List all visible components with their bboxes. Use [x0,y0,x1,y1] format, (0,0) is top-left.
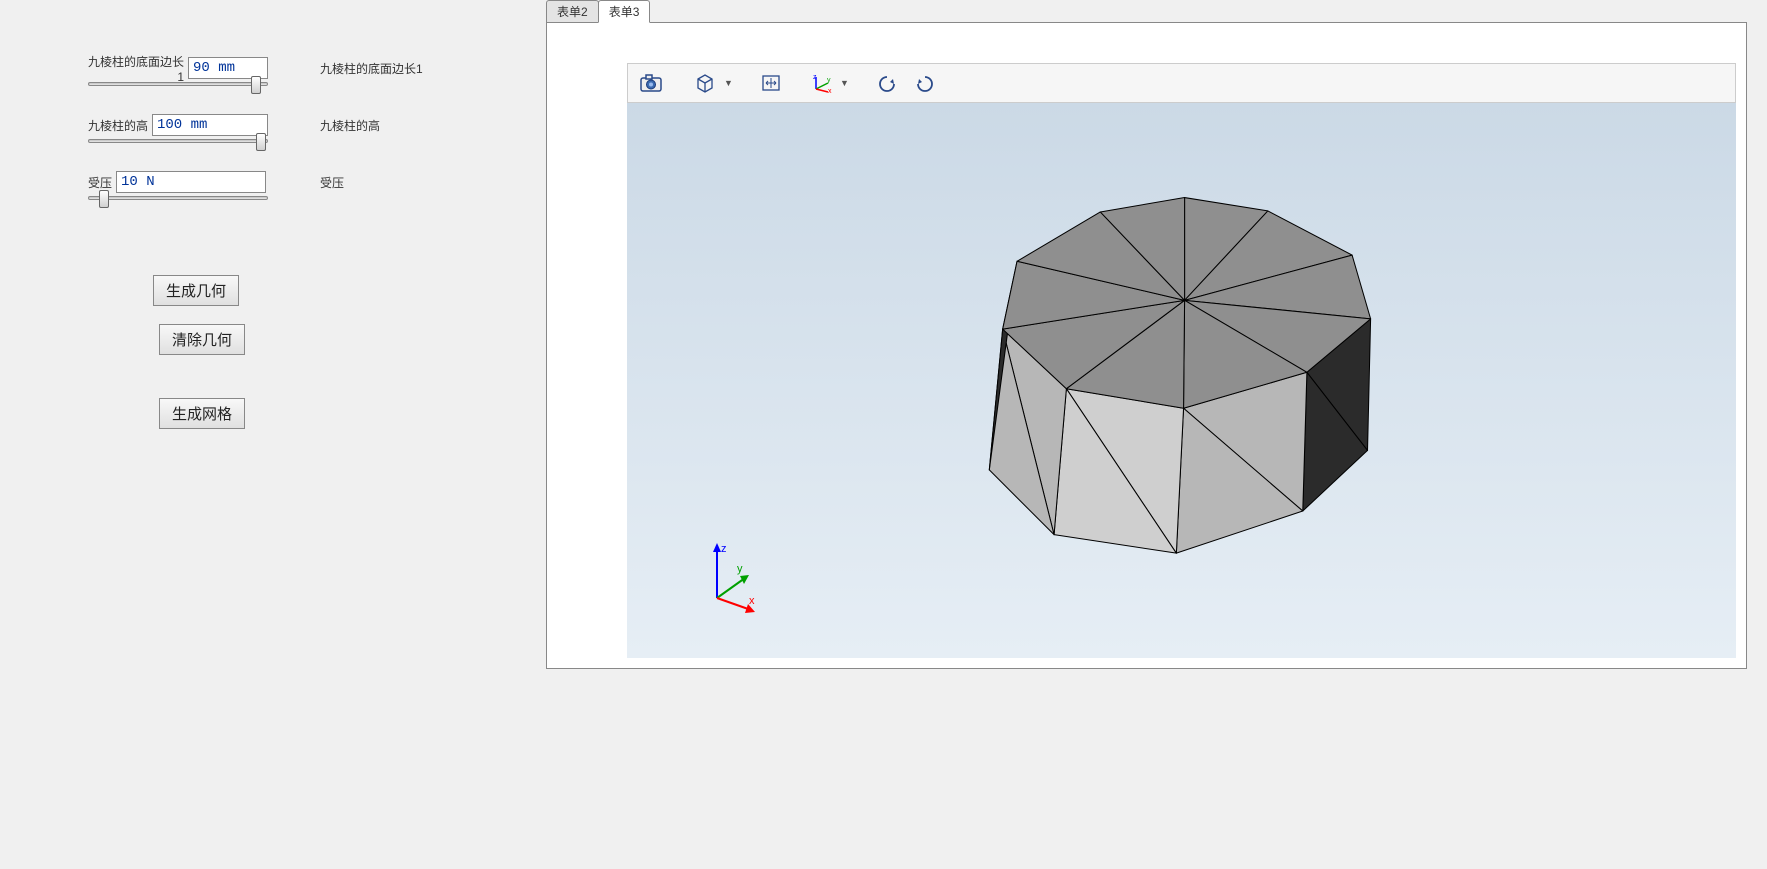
caret-down-icon: ▼ [840,78,850,88]
viewport-3d[interactable]: z y x [627,103,1736,658]
param-height-input[interactable] [152,114,268,136]
fit-icon [760,73,782,93]
tab-form2[interactable]: 表单2 [546,0,599,22]
prism-mesh [627,103,1736,658]
svg-text:x: x [828,88,832,93]
param-height-group: 九棱柱的高 [88,113,268,143]
param-edge-desc: 九棱柱的底面边长1 [320,60,423,77]
param-pressure-group: 受压 [88,170,268,200]
axis-triad-icon: z yx [810,73,832,93]
generate-mesh-button[interactable]: 生成网格 [159,398,245,429]
caret-down-icon: ▼ [724,78,734,88]
fit-view-button[interactable] [754,68,788,98]
app-root: 九棱柱的底面边长1 九棱柱的底面边长1 九棱柱的高 九棱柱的高 [0,0,1767,869]
slider-thumb[interactable] [99,190,109,208]
tab-row: 表单2 表单3 [540,0,1767,22]
param-height-desc: 九棱柱的高 [320,117,380,134]
viewer-toolbar: ▼ z yx ▼ [627,63,1736,103]
axis-z-label: z [721,543,727,555]
tab-form3[interactable]: 表单3 [598,0,651,23]
orientation-triad: z y x [697,538,767,618]
view-cube-button[interactable] [688,68,722,98]
left-panel: 九棱柱的底面边长1 九棱柱的底面边长1 九棱柱的高 九棱柱的高 [0,0,540,869]
slider-thumb[interactable] [256,133,266,151]
rotate-ccw-icon [914,73,936,93]
axis-orientation-button[interactable]: z yx [804,68,838,98]
param-height-slider[interactable] [88,139,268,143]
param-edge-label: 九棱柱的底面边长1 [88,53,188,84]
param-height-label: 九棱柱的高 [88,117,152,134]
param-pressure-label: 受压 [88,174,116,191]
snapshot-button[interactable] [634,68,668,98]
svg-text:y: y [827,77,831,84]
param-pressure-input[interactable] [116,171,266,193]
tabs-area: 表单2 表单3 ▼ [540,0,1767,869]
rotate-ccw-button[interactable] [908,68,942,98]
param-edge-group: 九棱柱的底面边长1 [88,56,268,86]
clear-geometry-button[interactable]: 清除几何 [159,324,245,355]
rotate-cw-button[interactable] [870,68,904,98]
param-edge-slider[interactable] [88,82,268,86]
axis-y-label: y [737,563,743,575]
param-pressure-desc: 受压 [320,174,344,191]
axis-x-label: x [749,595,755,607]
axis-orientation-dropdown[interactable]: z yx ▼ [804,68,850,98]
viewer-frame: ▼ zyx ▼ [546,22,1747,669]
generate-geometry-button[interactable]: 生成几何 [153,275,239,306]
rotate-cw-icon [876,73,898,93]
param-pressure-slider[interactable] [88,196,268,200]
svg-text:z: z [813,74,817,81]
cube-icon [694,73,716,93]
slider-thumb[interactable] [251,76,261,94]
camera-icon [640,74,662,92]
view-mode-dropdown[interactable]: ▼ [688,68,734,98]
